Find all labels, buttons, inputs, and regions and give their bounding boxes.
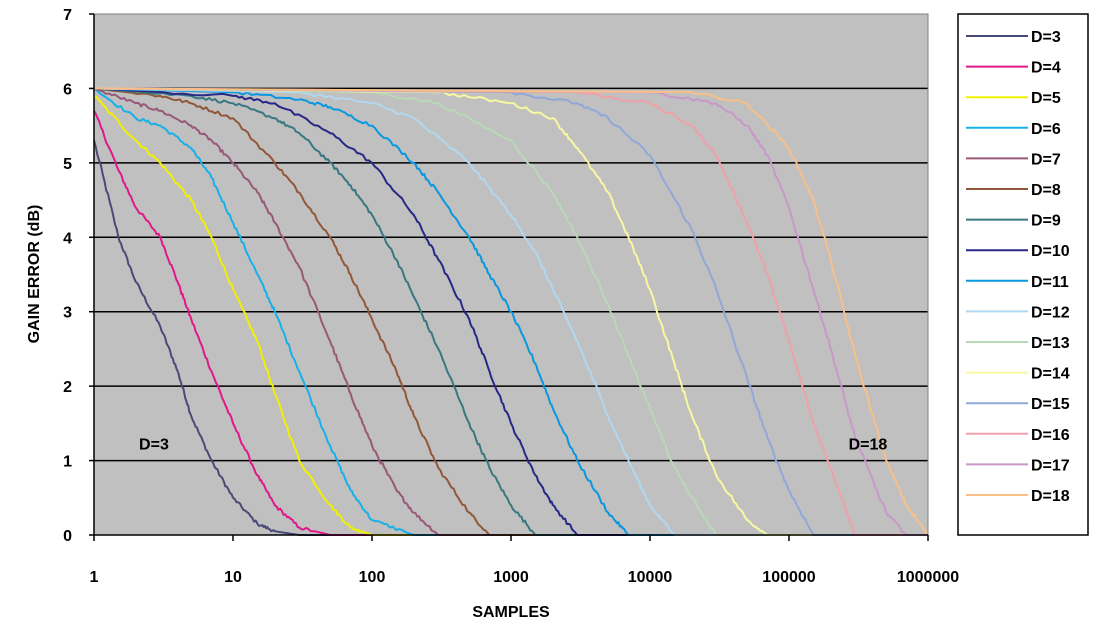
x-tick-label: 100 — [359, 569, 386, 586]
series-line-d11 — [93, 87, 928, 536]
series-line-d9 — [93, 87, 928, 536]
legend-label: D=4 — [1031, 60, 1061, 77]
series-line-d8 — [93, 87, 928, 536]
legend-box — [957, 13, 1089, 536]
legend-label: D=15 — [1031, 396, 1070, 413]
legend-label: D=7 — [1031, 151, 1061, 168]
y-axis-title: GAIN ERROR (dB) — [26, 205, 43, 344]
annotation-label: D=18 — [849, 436, 888, 453]
x-axis-title: SAMPLES — [472, 604, 550, 621]
series-line-d13 — [93, 87, 928, 536]
y-tick-label: 7 — [63, 7, 72, 24]
legend-label: D=5 — [1031, 90, 1061, 107]
legend-label: D=18 — [1031, 488, 1070, 505]
series-line-d3 — [93, 140, 928, 536]
annotation-label: D=3 — [139, 436, 169, 453]
y-tick-label: 1 — [63, 454, 72, 471]
series-line-d14 — [93, 87, 928, 536]
series-line-d15 — [93, 87, 928, 536]
y-tick-labels: 0 1 2 3 4 5 6 7 — [63, 7, 94, 545]
legend-label: D=13 — [1031, 335, 1070, 352]
y-tick-label: 6 — [63, 81, 72, 98]
series-line-d16 — [93, 87, 928, 536]
series-line-d4 — [93, 110, 928, 536]
legend-label: D=16 — [1031, 427, 1070, 444]
x-tick-label: 10000 — [628, 569, 673, 586]
x-tick-label: 100000 — [762, 569, 815, 586]
legend-label: D=6 — [1031, 121, 1061, 138]
legend-label: D=12 — [1031, 304, 1070, 321]
legend-label: D=8 — [1031, 182, 1061, 199]
y-tick-label: 2 — [63, 379, 72, 396]
series-line-d5 — [93, 95, 928, 536]
series-line-d17 — [93, 87, 928, 536]
annotations: D=3 D=18 — [139, 436, 887, 453]
x-tick-label: 1000000 — [897, 569, 959, 586]
y-tick-label: 0 — [63, 528, 72, 545]
legend-label: D=10 — [1031, 243, 1070, 260]
plot-background — [94, 14, 928, 535]
x-tick-label: 10 — [224, 569, 242, 586]
series-line-d7 — [93, 87, 928, 536]
x-tick-label: 1 — [90, 569, 99, 586]
legend-label: D=11 — [1031, 274, 1069, 291]
legend-label: D=3 — [1031, 29, 1061, 46]
y-tick-label: 5 — [63, 156, 72, 173]
legend: D=3 D=4 D=5 D=6 D=7 D=8 D=9 D=10 D=11 D=12 D=13 D=1… — [957, 13, 1089, 536]
legend-label: D=9 — [1031, 213, 1061, 230]
series-line-d10 — [93, 87, 928, 536]
x-tick-label: 1000 — [493, 569, 529, 586]
x-tick-labels: 1 10 100 1000 10000 100000 1000000 — [90, 535, 959, 586]
y-tick-label: 4 — [63, 230, 72, 247]
series-lines — [93, 87, 929, 536]
series-line-d18 — [93, 87, 929, 536]
y-tick-label: 3 — [63, 305, 72, 322]
legend-label: D=17 — [1031, 457, 1070, 474]
series-line-d6 — [93, 87, 928, 536]
series-line-d12 — [93, 87, 928, 536]
legend-label: D=14 — [1031, 366, 1070, 383]
